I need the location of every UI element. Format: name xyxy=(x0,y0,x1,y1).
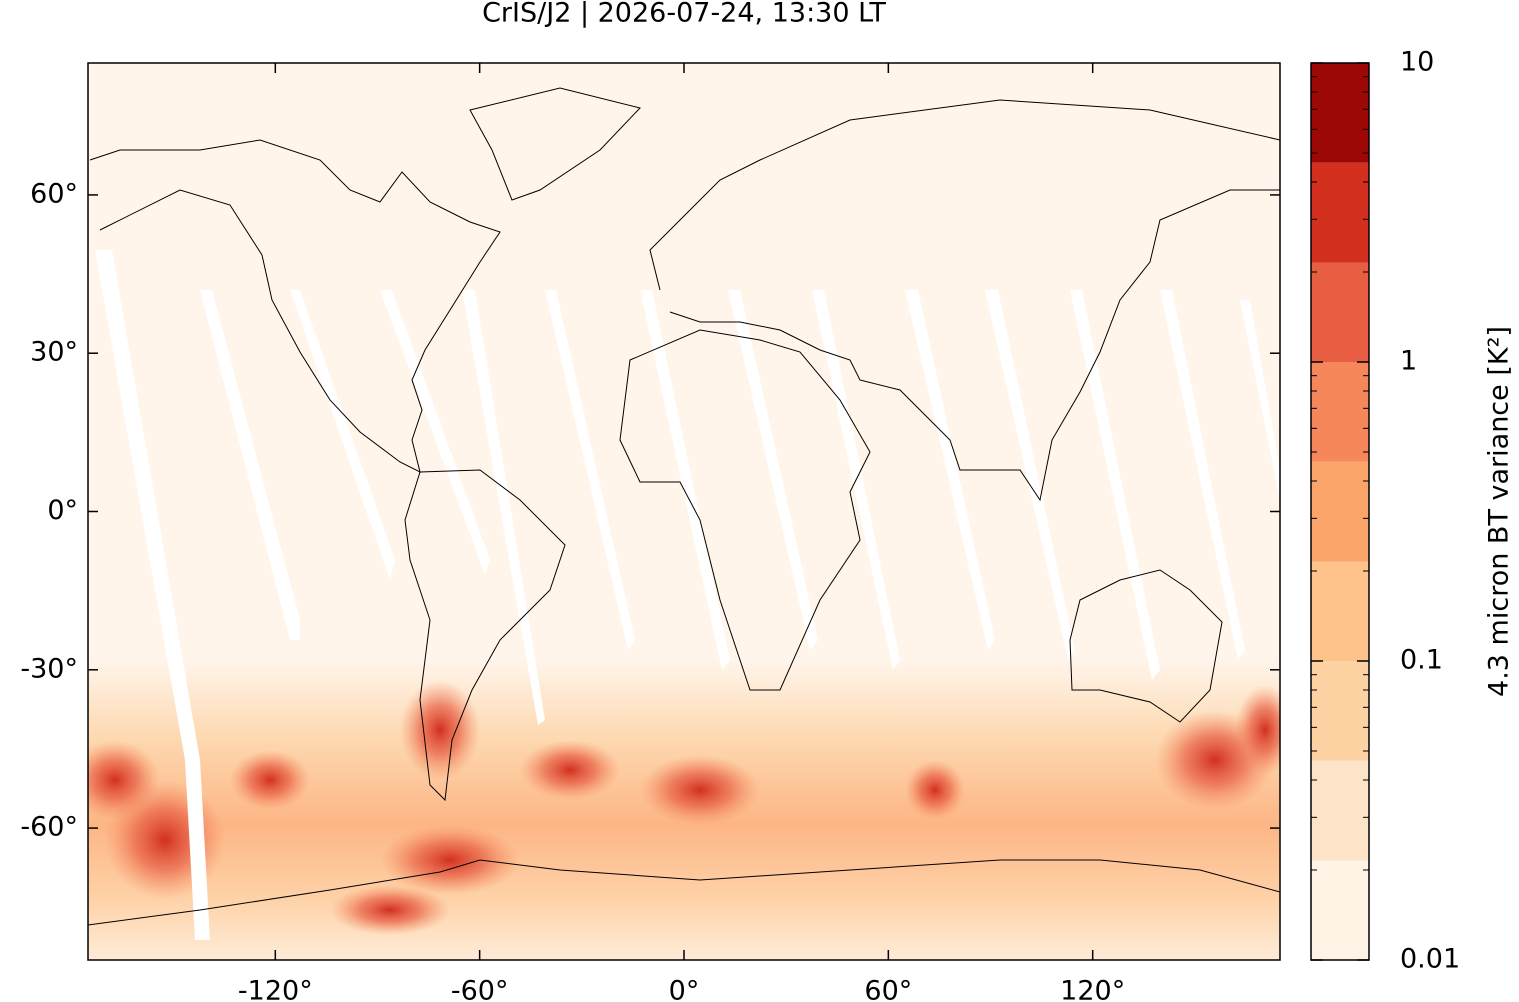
hotspots xyxy=(88,680,1280,935)
colorbar-label: 4.3 micron BT variance [K²] xyxy=(1484,326,1515,697)
colorbar-level xyxy=(1311,461,1369,562)
colorbar-tick-label: 1 xyxy=(1400,346,1417,377)
y-tick-label: -60° xyxy=(20,812,78,843)
colorbar-level xyxy=(1311,362,1369,462)
colorbar-frame xyxy=(1310,62,1370,961)
map-field xyxy=(88,63,1280,960)
colorbar-tick-label: 10 xyxy=(1400,47,1434,78)
colorbar-tick-label: 0.1 xyxy=(1400,645,1443,676)
x-tick-label: 120° xyxy=(1060,976,1125,1002)
coastlines xyxy=(88,87,1280,926)
y-tick-label: 60° xyxy=(30,178,78,209)
orbit-gaps xyxy=(95,250,1280,940)
x-tick-label: 0° xyxy=(669,976,700,1002)
y-tick-label: -30° xyxy=(20,653,78,684)
y-tick-label: 0° xyxy=(47,495,78,526)
y-tick-label: 30° xyxy=(30,337,78,368)
colorbar-level xyxy=(1311,63,1369,163)
colorbar-level xyxy=(1311,162,1369,263)
x-tick-label: 60° xyxy=(864,976,912,1002)
colorbar-tick-label: 0.01 xyxy=(1400,944,1460,975)
x-tick-label: -120° xyxy=(238,976,313,1002)
colorbar-level xyxy=(1311,760,1369,861)
colorbar-level xyxy=(1311,262,1369,362)
chart-title: CrIS/J2 | 2026-07-24, 13:30 LT xyxy=(482,0,886,29)
colorbar-level xyxy=(1311,561,1369,661)
colorbar-level xyxy=(1311,661,1369,761)
colorbar-level xyxy=(1311,860,1369,960)
x-tick-label: -60° xyxy=(451,976,509,1002)
